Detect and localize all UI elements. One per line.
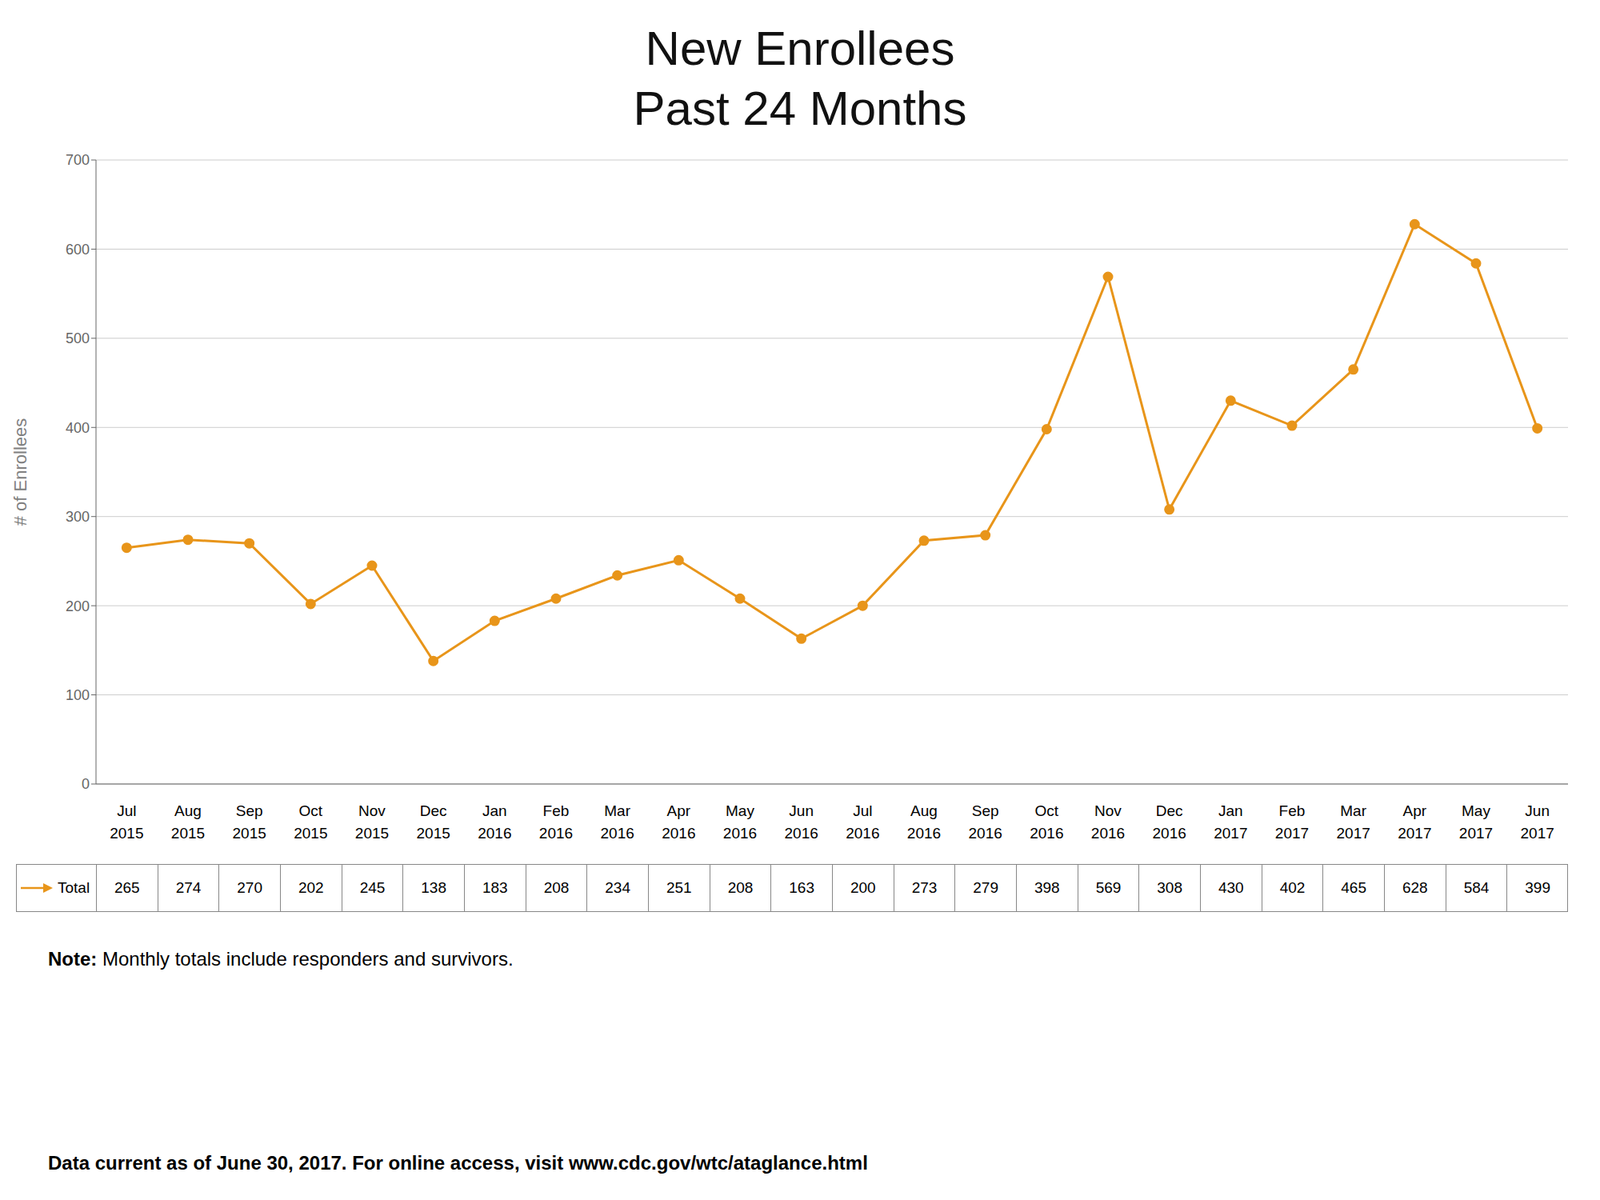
html-text:Jan: Jan bbox=[482, 802, 507, 820]
html-text:2016: 2016 bbox=[968, 824, 1003, 842]
svg-text:200: 200 bbox=[65, 598, 90, 615]
html-text:270: 270 bbox=[237, 879, 263, 896]
html-text:Jul: Jul bbox=[116, 802, 137, 820]
html-text:Mar: Mar bbox=[604, 802, 631, 820]
html-text:2016: 2016 bbox=[723, 824, 757, 842]
html-text:Sep: Sep bbox=[971, 802, 999, 820]
html-text:Note: Monthly totals include r: Note: Monthly totals include responders … bbox=[48, 948, 514, 970]
html-text:402: 402 bbox=[1279, 879, 1306, 896]
html-text:584: 584 bbox=[1463, 879, 1490, 896]
html-text:2015: 2015 bbox=[416, 824, 451, 842]
html-text:Jul: Jul bbox=[852, 802, 873, 820]
html-text:Past 24 Months: Past 24 Months bbox=[633, 81, 967, 136]
html-text:163: 163 bbox=[789, 879, 815, 896]
html-text:May: May bbox=[725, 802, 755, 820]
html-text:2016: 2016 bbox=[539, 824, 573, 842]
html-text:2017: 2017 bbox=[1213, 824, 1248, 842]
html-text:208: 208 bbox=[727, 879, 754, 896]
html-text:Jun: Jun bbox=[789, 802, 814, 820]
html-text:628: 628 bbox=[1402, 879, 1428, 896]
html-text:2015: 2015 bbox=[171, 824, 205, 842]
html-text:2017: 2017 bbox=[1336, 824, 1371, 842]
html-text:138: 138 bbox=[421, 879, 447, 896]
html-text:Total: Total bbox=[57, 879, 90, 896]
html-text:Dec: Dec bbox=[419, 802, 447, 820]
html-text:398: 398 bbox=[1034, 879, 1060, 896]
html-text:2015: 2015 bbox=[109, 824, 144, 842]
html-text:Dec: Dec bbox=[1155, 802, 1183, 820]
svg-text:600: 600 bbox=[65, 241, 90, 258]
html-text:Nov: Nov bbox=[1094, 802, 1122, 820]
html-text:245: 245 bbox=[359, 879, 386, 896]
html-text:Feb: Feb bbox=[1278, 802, 1306, 820]
html-text:273: 273 bbox=[911, 879, 938, 896]
html-text:200: 200 bbox=[850, 879, 876, 896]
html-text:2016: 2016 bbox=[661, 824, 696, 842]
html-text:May: May bbox=[1461, 802, 1491, 820]
svg-text:# of Enrollees: # of Enrollees bbox=[10, 418, 31, 527]
html-text:Apr: Apr bbox=[666, 802, 691, 820]
html-text:2016: 2016 bbox=[784, 824, 819, 842]
html-text:2016: 2016 bbox=[907, 824, 941, 842]
svg-text:0: 0 bbox=[81, 776, 90, 792]
html-text:2016: 2016 bbox=[1152, 824, 1187, 842]
html-text:Nov: Nov bbox=[358, 802, 386, 820]
html-text:2017: 2017 bbox=[1275, 824, 1309, 842]
html-text:Apr: Apr bbox=[1402, 802, 1427, 820]
html-text:2016: 2016 bbox=[600, 824, 635, 842]
svg-text:700: 700 bbox=[65, 152, 90, 168]
svg-text:100: 100 bbox=[65, 687, 90, 704]
html-text:Sep: Sep bbox=[235, 802, 263, 820]
html-text:2017: 2017 bbox=[1520, 824, 1555, 842]
svg-text:400: 400 bbox=[65, 420, 90, 436]
html-text:2015: 2015 bbox=[355, 824, 389, 842]
html-text:274: 274 bbox=[175, 879, 202, 896]
html-text:399: 399 bbox=[1525, 879, 1551, 896]
html-text:2016: 2016 bbox=[1029, 824, 1064, 842]
html-text:430: 430 bbox=[1218, 879, 1244, 896]
html-text:Aug: Aug bbox=[174, 802, 202, 820]
html-text:Oct: Oct bbox=[1034, 802, 1059, 820]
html-text:2016: 2016 bbox=[477, 824, 512, 842]
html-text:Oct: Oct bbox=[298, 802, 323, 820]
html-text:Jan: Jan bbox=[1218, 802, 1243, 820]
html-text:183: 183 bbox=[482, 879, 508, 896]
html-text:Jun: Jun bbox=[1525, 802, 1550, 820]
html-text:2016: 2016 bbox=[1091, 824, 1125, 842]
html-text:208: 208 bbox=[543, 879, 570, 896]
html-text:279: 279 bbox=[973, 879, 999, 896]
html-text:2017: 2017 bbox=[1397, 824, 1432, 842]
html-text:2015: 2015 bbox=[232, 824, 267, 842]
html-text:Data current as of June 30, 20: Data current as of June 30, 2017. For on… bbox=[48, 1152, 868, 1174]
html-text:2017: 2017 bbox=[1459, 824, 1493, 842]
svg-text:300: 300 bbox=[65, 508, 90, 525]
html-text:2015: 2015 bbox=[293, 824, 328, 842]
html-text:Mar: Mar bbox=[1340, 802, 1367, 820]
svg-text:500: 500 bbox=[65, 330, 90, 347]
html-text:2016: 2016 bbox=[845, 824, 880, 842]
html-text:569: 569 bbox=[1095, 879, 1122, 896]
html-text:465: 465 bbox=[1341, 879, 1367, 896]
html-text:Feb: Feb bbox=[542, 802, 570, 820]
html-text:202: 202 bbox=[298, 879, 324, 896]
html-text:265: 265 bbox=[114, 879, 140, 896]
html-text:Aug: Aug bbox=[910, 802, 938, 820]
html-text:308: 308 bbox=[1157, 879, 1183, 896]
html-text:251: 251 bbox=[666, 879, 692, 896]
html-text:234: 234 bbox=[605, 879, 631, 896]
html-text:New Enrollees: New Enrollees bbox=[645, 21, 955, 76]
